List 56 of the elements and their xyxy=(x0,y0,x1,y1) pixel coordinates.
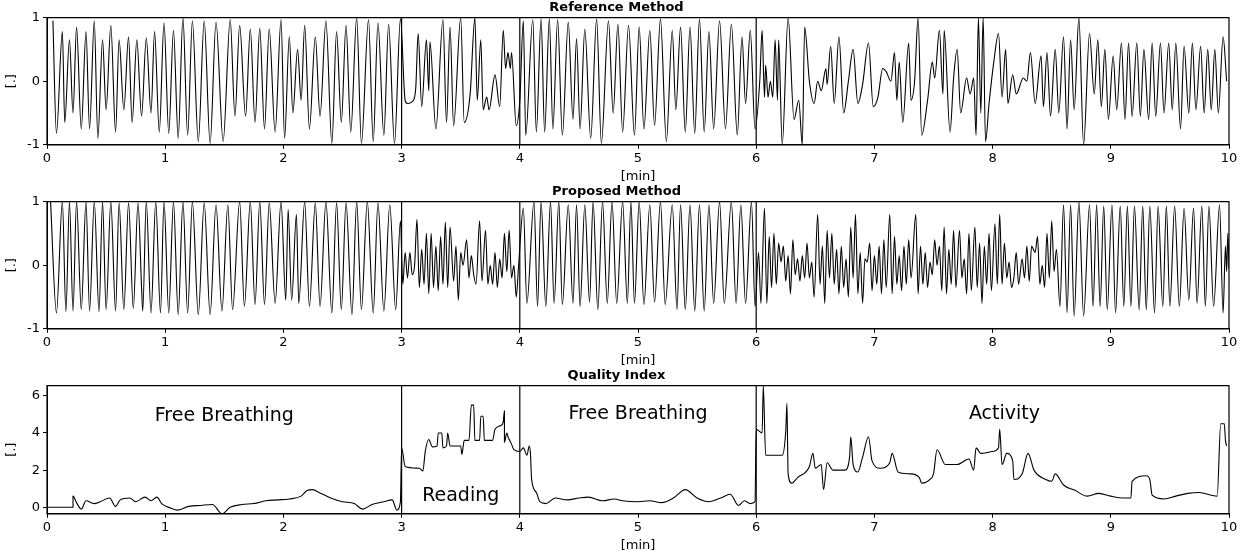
x-tick-label: 2 xyxy=(279,149,288,165)
y-axis-title: [.] xyxy=(3,442,19,457)
y-tick-label: 1 xyxy=(31,192,40,208)
y-axis-title: [.] xyxy=(3,74,19,89)
x-axis-title: [min] xyxy=(620,351,656,367)
x-tick-label: 5 xyxy=(633,149,643,165)
x-tick-label: 7 xyxy=(870,333,879,349)
annotation: Free Breathing xyxy=(568,400,708,423)
chart-title: Quality Index xyxy=(567,367,667,383)
x-tick-label: 1 xyxy=(161,518,170,534)
chart-title: Proposed Method xyxy=(552,183,681,199)
x-tick-label: 0 xyxy=(42,149,52,165)
x-tick-label: 0 xyxy=(42,518,52,534)
x-tick-label: 9 xyxy=(1106,149,1115,165)
x-tick-label: 4 xyxy=(515,518,524,534)
annotation: Activity xyxy=(968,400,1040,423)
x-tick-label: 3 xyxy=(397,333,406,349)
annotation: Reading xyxy=(422,482,500,505)
x-tick-label: 6 xyxy=(752,518,761,534)
x-tick-label: 1 xyxy=(161,333,170,349)
x-tick-label: 7 xyxy=(870,518,879,534)
y-tick-label: 4 xyxy=(31,424,40,440)
x-tick-label: 2 xyxy=(279,518,288,534)
x-tick-label: 9 xyxy=(1106,518,1115,534)
x-tick-label: 6 xyxy=(752,333,761,349)
x-tick-label: 1 xyxy=(161,149,170,165)
x-tick-label: 4 xyxy=(515,149,524,165)
x-tick-label: 0 xyxy=(42,333,52,349)
x-axis-title: [min] xyxy=(620,167,656,183)
x-tick-label: 2 xyxy=(279,333,288,349)
y-tick-label: 2 xyxy=(31,461,40,477)
annotation: Free Breathing xyxy=(154,403,294,426)
y-tick-label: 1 xyxy=(31,8,40,24)
x-tick-label: 8 xyxy=(988,333,997,349)
y-tick-label: -1 xyxy=(27,136,40,152)
x-tick-label: 8 xyxy=(988,149,997,165)
x-tick-label: 10 xyxy=(1220,333,1238,349)
x-tick-label: 3 xyxy=(397,149,406,165)
x-tick-label: 7 xyxy=(870,149,879,165)
x-axis-title: [min] xyxy=(620,536,656,552)
y-tick-label: 0 xyxy=(31,498,40,514)
x-tick-label: 5 xyxy=(633,333,643,349)
y-tick-label: 6 xyxy=(31,387,40,403)
x-tick-label: 9 xyxy=(1106,333,1115,349)
y-tick-label: 0 xyxy=(31,72,40,88)
chart-title: Reference Method xyxy=(549,0,684,15)
x-tick-label: 6 xyxy=(752,149,761,165)
x-tick-label: 5 xyxy=(633,518,643,534)
y-tick-label: -1 xyxy=(27,320,40,336)
y-axis-title: [.] xyxy=(3,258,19,273)
x-tick-label: 8 xyxy=(988,518,997,534)
x-tick-label: 10 xyxy=(1220,149,1238,165)
x-tick-label: 10 xyxy=(1220,518,1238,534)
x-tick-label: 3 xyxy=(397,518,406,534)
x-tick-label: 4 xyxy=(515,333,524,349)
y-tick-label: 0 xyxy=(31,256,40,272)
